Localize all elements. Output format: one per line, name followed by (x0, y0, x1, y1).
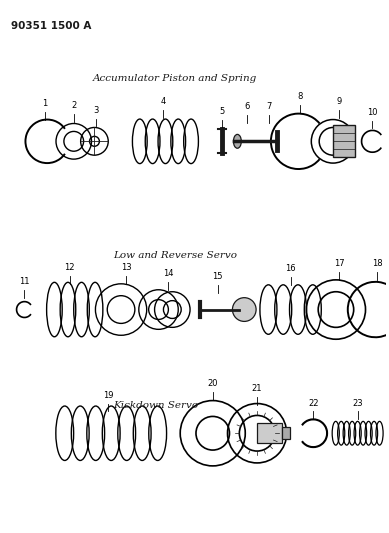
Text: 12: 12 (65, 263, 75, 272)
Bar (333, 125, 355, 157)
Text: 23: 23 (352, 399, 363, 408)
Text: 5: 5 (219, 107, 224, 116)
Text: 13: 13 (121, 263, 131, 272)
Text: Accumulator Piston and Spring: Accumulator Piston and Spring (93, 74, 258, 83)
Text: 20: 20 (207, 379, 218, 387)
Text: 21: 21 (252, 384, 262, 393)
Text: 4: 4 (161, 96, 166, 106)
Text: 18: 18 (372, 259, 383, 268)
Bar (257, 423, 282, 443)
Text: Low and Reverse Servo: Low and Reverse Servo (113, 251, 237, 260)
Bar (282, 427, 290, 439)
Ellipse shape (233, 134, 241, 148)
Text: 14: 14 (163, 269, 173, 278)
Text: 11: 11 (19, 277, 30, 286)
Text: 10: 10 (367, 108, 378, 117)
Text: 8: 8 (298, 92, 303, 101)
Text: 1: 1 (42, 99, 48, 108)
Text: 15: 15 (212, 272, 223, 281)
Text: 6: 6 (245, 102, 250, 111)
Circle shape (233, 297, 256, 321)
Text: Kickdown Servo: Kickdown Servo (113, 401, 198, 410)
Text: 22: 22 (308, 399, 319, 408)
Text: 19: 19 (103, 391, 114, 400)
Text: 7: 7 (266, 102, 272, 111)
Text: 17: 17 (334, 259, 344, 268)
Text: 16: 16 (285, 264, 296, 273)
Text: 9: 9 (336, 96, 342, 106)
Text: 90351 1500 A: 90351 1500 A (11, 21, 91, 30)
Text: 2: 2 (71, 101, 76, 110)
Text: 3: 3 (94, 106, 99, 115)
